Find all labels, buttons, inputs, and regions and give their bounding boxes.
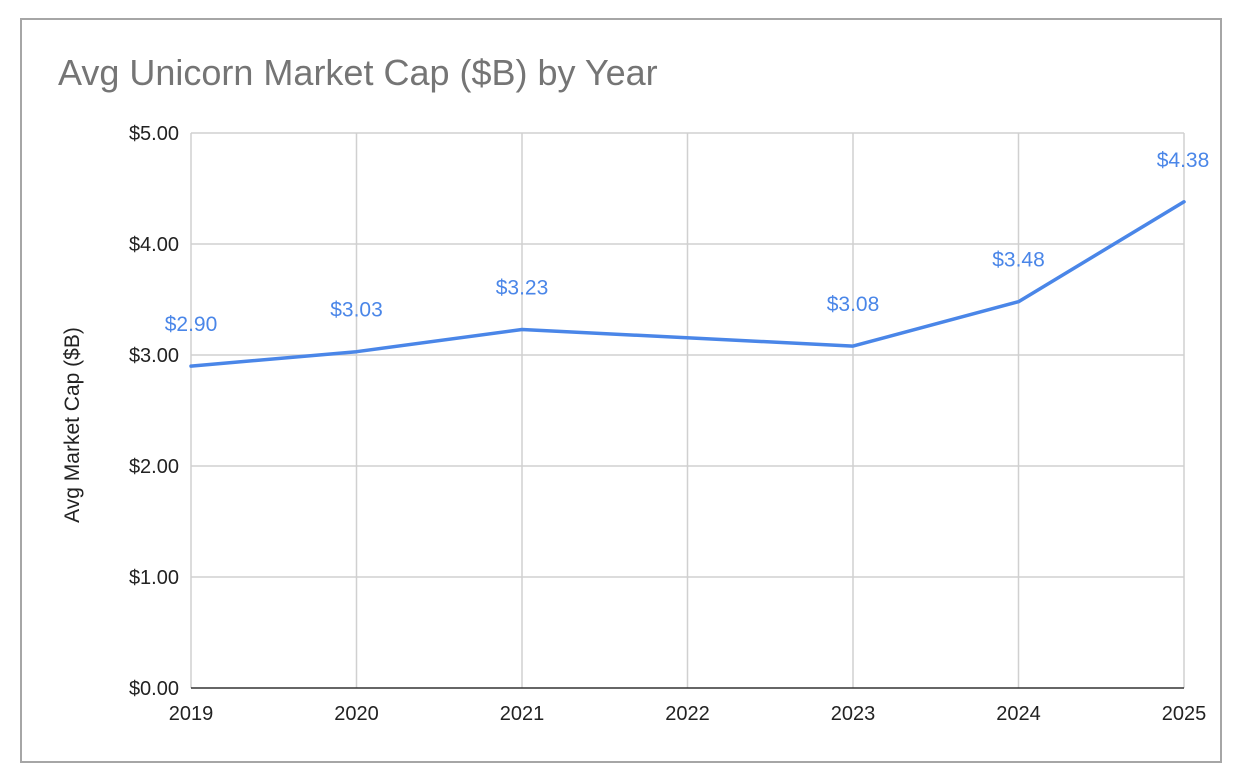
x-tick-label: 2020 [334,703,379,725]
chart-frame [20,18,1222,763]
series-line [189,200,1186,368]
y-tick-label: $4.00 [129,234,179,256]
x-tick-label: 2021 [500,703,545,725]
data-label: $3.03 [330,299,383,322]
data-label: $3.23 [496,276,549,299]
data-label: $2.90 [165,313,218,336]
data-label: $3.08 [827,293,880,316]
y-tick-label: $1.00 [129,567,179,589]
chart-title: Avg Unicorn Market Cap ($B) by Year [58,52,658,93]
y-tick-label: $5.00 [129,123,179,145]
x-tick-label: 2019 [169,703,214,725]
y-tick-label: $0.00 [129,678,179,700]
y-tick-label: $2.00 [129,456,179,478]
x-tick-label: 2023 [831,703,876,725]
y-tick-label: $3.00 [129,345,179,367]
x-tick-label: 2024 [996,703,1041,725]
x-tick-label: 2025 [1162,703,1207,725]
x-tick-label: 2022 [665,703,710,725]
data-label: $3.48 [992,249,1045,272]
data-label: $4.38 [1157,149,1210,172]
